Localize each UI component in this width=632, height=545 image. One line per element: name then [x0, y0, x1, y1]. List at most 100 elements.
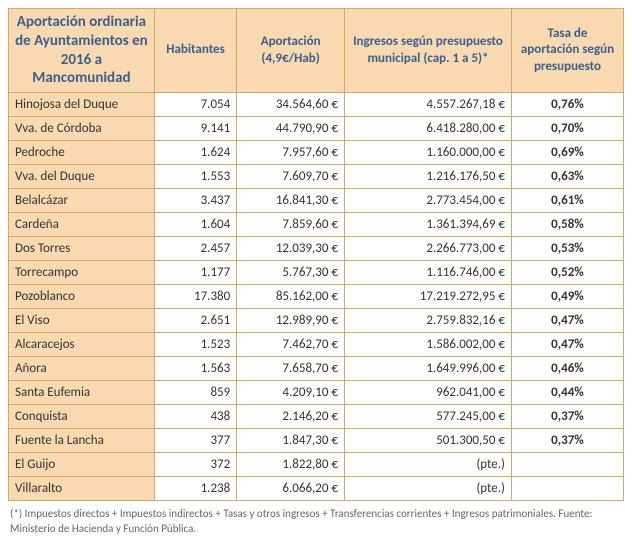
cell-name: Fuente la Lancha	[9, 429, 155, 453]
cell-name: Añora	[9, 357, 155, 381]
cell-aportacion: 16.841,30 €	[237, 189, 345, 213]
table-row: Santa Eufemia8594.209,10 €962.041,00 €0,…	[9, 381, 624, 405]
cell-name: El Guijo	[9, 453, 155, 477]
cell-tasa: 0,52%	[511, 261, 623, 285]
cell-ingresos: 2.759.832,16 €	[345, 309, 512, 333]
cell-tasa: 0,63%	[511, 165, 623, 189]
cell-name: Hinojosa del Duque	[9, 93, 155, 117]
cell-ingresos: 1.116.746,00 €	[345, 261, 512, 285]
cell-name: Pozoblanco	[9, 285, 155, 309]
cell-tasa: 0,44%	[511, 381, 623, 405]
cell-tasa: 0,37%	[511, 429, 623, 453]
col-tasa: Tasa de aportación según presupuesto	[511, 9, 623, 93]
cell-ingresos: 4.557.267,18 €	[345, 93, 512, 117]
cell-ingresos: (pte.)	[345, 477, 512, 501]
cell-ingresos: 1.160.000,00 €	[345, 141, 512, 165]
cell-ingresos: 2.266.773,00 €	[345, 237, 512, 261]
cell-name: Conquista	[9, 405, 155, 429]
table-row: Hinojosa del Duque7.05434.564,60 €4.557.…	[9, 93, 624, 117]
table-body: Hinojosa del Duque7.05434.564,60 €4.557.…	[9, 93, 624, 501]
cell-aportacion: 7.957,60 €	[237, 141, 345, 165]
col-ingresos: Ingresos según presupuesto municipal (ca…	[345, 9, 512, 93]
cell-ingresos: 2.773.454,00 €	[345, 189, 512, 213]
cell-aportacion: 85.162,00 €	[237, 285, 345, 309]
cell-name: Villaralto	[9, 477, 155, 501]
table-row: El Viso2.65112.989,90 €2.759.832,16 €0,4…	[9, 309, 624, 333]
cell-name: Vva. de Córdoba	[9, 117, 155, 141]
cell-habitantes: 1.553	[154, 165, 236, 189]
table-row: Cardeña1.6047.859,60 €1.361.394,69 €0,58…	[9, 213, 624, 237]
col-title: Aportación ordinaria de Ayuntamientos en…	[9, 9, 155, 93]
cell-tasa: 0,69%	[511, 141, 623, 165]
cell-ingresos: 577.245,00 €	[345, 405, 512, 429]
cell-name: Pedroche	[9, 141, 155, 165]
col-aportacion: Aportación (4,9€/Hab)	[237, 9, 345, 93]
cell-aportacion: 7.609,70 €	[237, 165, 345, 189]
cell-habitantes: 3.437	[154, 189, 236, 213]
cell-tasa: 0,61%	[511, 189, 623, 213]
cell-habitantes: 1.563	[154, 357, 236, 381]
cell-aportacion: 5.767,30 €	[237, 261, 345, 285]
table-row: Belalcázar3.43716.841,30 €2.773.454,00 €…	[9, 189, 624, 213]
cell-ingresos: 501.300,50 €	[345, 429, 512, 453]
cell-habitantes: 372	[154, 453, 236, 477]
cell-aportacion: 4.209,10 €	[237, 381, 345, 405]
table-row: Pozoblanco17.38085.162,00 €17.219.272,95…	[9, 285, 624, 309]
contribution-table: Aportación ordinaria de Ayuntamientos en…	[8, 8, 624, 501]
cell-tasa: 0,37%	[511, 405, 623, 429]
cell-aportacion: 7.462,70 €	[237, 333, 345, 357]
footnote: (*) Impuestos directos + Impuestos indir…	[8, 501, 624, 537]
cell-habitantes: 1.604	[154, 213, 236, 237]
cell-name: El Viso	[9, 309, 155, 333]
cell-name: Torrecampo	[9, 261, 155, 285]
cell-ingresos: (pte.)	[345, 453, 512, 477]
cell-habitantes: 2.457	[154, 237, 236, 261]
table-row: Pedroche1.6247.957,60 €1.160.000,00 €0,6…	[9, 141, 624, 165]
cell-aportacion: 34.564,60 €	[237, 93, 345, 117]
cell-aportacion: 12.989,90 €	[237, 309, 345, 333]
cell-tasa: 0,70%	[511, 117, 623, 141]
cell-name: Dos Torres	[9, 237, 155, 261]
cell-habitantes: 859	[154, 381, 236, 405]
cell-tasa: 0,58%	[511, 213, 623, 237]
cell-tasa: 0,47%	[511, 333, 623, 357]
cell-habitantes: 1.238	[154, 477, 236, 501]
table-row: El Guijo3721.822,80 €(pte.)	[9, 453, 624, 477]
cell-aportacion: 2.146,20 €	[237, 405, 345, 429]
cell-tasa	[511, 477, 623, 501]
table-row: Añora1.5637.658,70 €1.649.996,00 €0,46%	[9, 357, 624, 381]
cell-ingresos: 1.586.002,00 €	[345, 333, 512, 357]
cell-tasa: 0,53%	[511, 237, 623, 261]
cell-habitantes: 7.054	[154, 93, 236, 117]
cell-tasa: 0,47%	[511, 309, 623, 333]
cell-tasa	[511, 453, 623, 477]
table-row: Fuente la Lancha3771.847,30 €501.300,50 …	[9, 429, 624, 453]
table-row: Dos Torres2.45712.039,30 €2.266.773,00 €…	[9, 237, 624, 261]
cell-habitantes: 438	[154, 405, 236, 429]
table-row: Alcaracejos1.5237.462,70 €1.586.002,00 €…	[9, 333, 624, 357]
table-row: Torrecampo1.1775.767,30 €1.116.746,00 €0…	[9, 261, 624, 285]
col-habitantes: Habitantes	[154, 9, 236, 93]
table-header: Aportación ordinaria de Ayuntamientos en…	[9, 9, 624, 93]
cell-habitantes: 1.624	[154, 141, 236, 165]
cell-ingresos: 1.649.996,00 €	[345, 357, 512, 381]
table-row: Villaralto1.2386.066,20 €(pte.)	[9, 477, 624, 501]
cell-habitantes: 17.380	[154, 285, 236, 309]
cell-name: Belalcázar	[9, 189, 155, 213]
cell-habitantes: 1.523	[154, 333, 236, 357]
cell-habitantes: 2.651	[154, 309, 236, 333]
table-row: Conquista4382.146,20 €577.245,00 €0,37%	[9, 405, 624, 429]
cell-name: Vva. del Duque	[9, 165, 155, 189]
cell-ingresos: 1.361.394,69 €	[345, 213, 512, 237]
cell-name: Alcaracejos	[9, 333, 155, 357]
cell-aportacion: 12.039,30 €	[237, 237, 345, 261]
cell-tasa: 0,49%	[511, 285, 623, 309]
cell-habitantes: 377	[154, 429, 236, 453]
cell-ingresos: 6.418.280,00 €	[345, 117, 512, 141]
cell-tasa: 0,46%	[511, 357, 623, 381]
cell-ingresos: 962.041,00 €	[345, 381, 512, 405]
cell-aportacion: 1.822,80 €	[237, 453, 345, 477]
cell-habitantes: 9.141	[154, 117, 236, 141]
cell-tasa: 0,76%	[511, 93, 623, 117]
cell-ingresos: 1.216.176,50 €	[345, 165, 512, 189]
